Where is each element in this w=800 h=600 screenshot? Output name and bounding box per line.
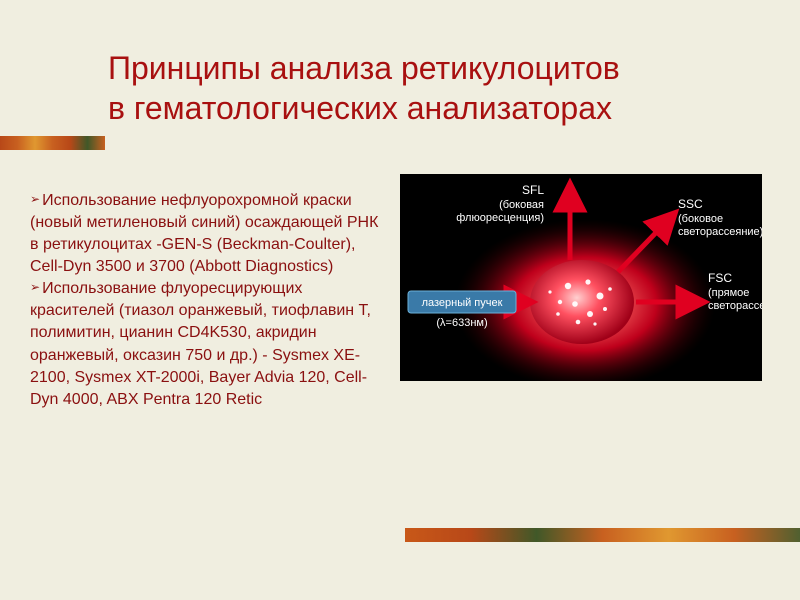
bullet-1-text: Использование нефлуорохромной краски (но… bbox=[30, 192, 378, 275]
bullet-2-text: Использование флуоресцирующих красителей… bbox=[30, 280, 371, 407]
cell-body bbox=[530, 260, 634, 344]
ssc-sub1: (боковое bbox=[678, 213, 723, 225]
fsc-sub2: светорассеяние) bbox=[708, 300, 762, 312]
fsc-label: FSC bbox=[708, 271, 732, 285]
decorative-stripe-top bbox=[0, 136, 105, 150]
slide-title: Принципы анализа ретикулоцитов в гематол… bbox=[108, 48, 748, 128]
laser-label: лазерный пучек bbox=[422, 297, 503, 309]
bullet-arrow-icon: ➢ bbox=[30, 279, 40, 296]
sfl-sub2: флюоресценция) bbox=[456, 212, 544, 224]
laser-sublabel: (λ=633нм) bbox=[436, 317, 487, 329]
bullet-2: ➢Использование флуоресцирующих красителе… bbox=[30, 278, 385, 410]
ssc-sub2: светорассеяние) bbox=[678, 226, 762, 238]
body-text: ➢Использование нефлуорохромной краски (н… bbox=[30, 190, 385, 411]
ssc-label: SSC bbox=[678, 197, 703, 211]
title-line1: Принципы анализа ретикулоцитов bbox=[108, 50, 620, 86]
bullet-arrow-icon: ➢ bbox=[30, 191, 40, 208]
bullet-1: ➢Использование нефлуорохромной краски (н… bbox=[30, 190, 385, 278]
sfl-sub1: (боковая bbox=[499, 199, 544, 211]
sfl-label: SFL bbox=[522, 183, 544, 197]
title-line2: в гематологических анализаторах bbox=[108, 90, 612, 126]
scatter-diagram: лазерный пучек (λ=633нм) SFL (боковая фл… bbox=[400, 174, 762, 381]
fsc-sub1: (прямое bbox=[708, 287, 749, 299]
decorative-stripe-bottom bbox=[405, 528, 800, 542]
